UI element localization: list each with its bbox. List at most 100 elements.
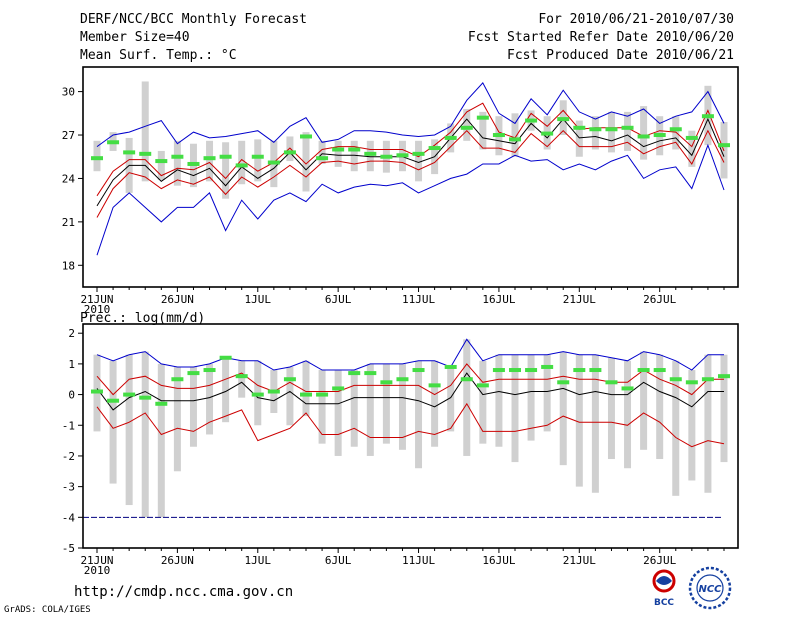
temp-climatology-marker bbox=[380, 154, 393, 159]
prec-ytick-label: 0 bbox=[68, 389, 75, 402]
prec-spread-bar bbox=[431, 360, 439, 447]
prec-xtick-label: 21JUN bbox=[80, 554, 113, 567]
temp-climatology-marker bbox=[541, 131, 554, 136]
temp-climatology-marker bbox=[476, 115, 489, 120]
precip-label: Prec.: log(mm/d) bbox=[80, 311, 206, 326]
forecast-period: For 2010/06/21-2010/07/30 bbox=[538, 12, 734, 27]
prec-spread-bar bbox=[222, 357, 230, 423]
temp-climatology-marker bbox=[187, 161, 200, 166]
temp-climatology-marker bbox=[171, 154, 184, 159]
prec-ytick-label: -2 bbox=[62, 450, 75, 463]
prec-climatology-marker bbox=[460, 377, 473, 382]
prec-climatology-marker bbox=[685, 380, 698, 385]
temp-climatology-marker bbox=[701, 114, 714, 119]
prec-climatology-marker bbox=[91, 389, 103, 394]
prec-climatology-marker bbox=[718, 374, 730, 379]
temp-climatology-marker bbox=[300, 134, 312, 139]
prec-ytick-label: -5 bbox=[62, 542, 75, 555]
temp-year-label: 2010 bbox=[84, 303, 111, 316]
temp-climatology-marker bbox=[235, 163, 248, 168]
temp-climatology-marker bbox=[428, 146, 441, 151]
temp-climatology-marker bbox=[718, 143, 730, 148]
grads-credit: GrADS: COLA/IGES bbox=[4, 605, 91, 615]
prec-climatology-marker bbox=[412, 368, 425, 373]
temp-ytick-label: 30 bbox=[62, 86, 75, 99]
temp-climatology-marker bbox=[621, 125, 634, 130]
prec-climatology-marker bbox=[203, 368, 216, 373]
produced-date: Fcst Produced Date 2010/06/21 bbox=[507, 48, 734, 63]
prec-climatology-marker bbox=[557, 380, 570, 385]
prec-xtick-label: 6JUL bbox=[325, 554, 352, 567]
temp-line-max-upper bbox=[96, 82, 725, 148]
prec-climatology-marker bbox=[107, 398, 120, 403]
temp-climatology-marker bbox=[605, 127, 618, 132]
prec-climatology-marker bbox=[139, 395, 152, 400]
prec-climatology-marker bbox=[187, 371, 200, 376]
temp-xtick-label: 1JUL bbox=[245, 293, 272, 306]
prec-xtick-label: 26JUN bbox=[161, 554, 194, 567]
temp-climatology-marker bbox=[653, 133, 666, 138]
temp-climatology-marker bbox=[91, 156, 103, 161]
variable-label: Mean Surf. Temp.: °C bbox=[80, 48, 237, 63]
temp-climatology-marker bbox=[219, 154, 232, 159]
temp-spread-bar bbox=[350, 140, 358, 172]
temp-line-mean bbox=[96, 117, 725, 207]
temp-spread-bar bbox=[672, 116, 680, 150]
temp-line-spread_lower bbox=[96, 129, 725, 218]
prec-spread-bar bbox=[511, 354, 519, 463]
temp-climatology-marker bbox=[267, 160, 280, 165]
prec-spread-bar bbox=[527, 354, 535, 441]
temp-climatology-marker bbox=[316, 156, 329, 161]
temp-climatology-marker bbox=[460, 125, 473, 130]
prec-spread-bar bbox=[173, 366, 181, 472]
prec-spread-bar bbox=[238, 360, 246, 398]
prec-xtick-label: 21JUL bbox=[563, 554, 596, 567]
temp-climatology-marker bbox=[348, 147, 361, 152]
prec-spread-bar bbox=[463, 339, 471, 456]
prec-xtick-label: 1JUL bbox=[245, 554, 272, 567]
temp-climatology-marker bbox=[637, 134, 650, 139]
temp-climatology-marker bbox=[364, 151, 377, 156]
prec-climatology-marker bbox=[605, 380, 618, 385]
temp-ytick-label: 18 bbox=[62, 259, 75, 272]
prec-spread-bar bbox=[575, 354, 583, 487]
prec-frame bbox=[82, 323, 739, 549]
prec-climatology-marker bbox=[219, 355, 232, 360]
prec-climatology-marker bbox=[171, 377, 184, 382]
temp-spread-bar bbox=[222, 142, 230, 199]
temp-spread-bar bbox=[318, 140, 326, 164]
prec-spread-bar bbox=[206, 363, 214, 435]
prec-climatology-marker bbox=[428, 383, 441, 388]
prec-spread-bar bbox=[479, 360, 487, 444]
ncc-logo: NCC bbox=[686, 566, 734, 610]
temp-spread-bar bbox=[366, 140, 374, 172]
prec-ytick-label: 1 bbox=[68, 358, 75, 371]
temp-climatology-marker bbox=[589, 127, 602, 132]
temp-climatology-marker bbox=[669, 127, 682, 132]
temp-xtick-label: 6JUL bbox=[325, 293, 352, 306]
prec-spread-bar bbox=[720, 354, 728, 463]
prec-spread-bar bbox=[607, 357, 615, 460]
temp-spread-bar bbox=[575, 120, 583, 157]
prec-line-mean bbox=[96, 372, 724, 411]
prec-spread-bar bbox=[624, 360, 632, 469]
prec-climatology-marker bbox=[332, 386, 345, 391]
temp-climatology-marker bbox=[525, 118, 538, 123]
prec-year-label: 2010 bbox=[84, 564, 111, 577]
temp-spread-bar bbox=[302, 132, 310, 192]
source-url[interactable]: http://cmdp.ncc.cma.gov.cn bbox=[74, 584, 294, 600]
prec-climatology-marker bbox=[300, 392, 312, 397]
prec-ytick-label: -1 bbox=[62, 419, 75, 432]
temp-climatology-marker bbox=[685, 135, 698, 140]
prec-climatology-marker bbox=[669, 377, 682, 382]
prec-climatology-marker bbox=[541, 364, 554, 369]
prec-spread-bar bbox=[157, 363, 165, 518]
temp-xtick-label: 21JUL bbox=[563, 293, 596, 306]
temp-xtick-label: 26JUN bbox=[161, 293, 194, 306]
prec-line-lower bbox=[96, 402, 725, 448]
prec-climatology-marker bbox=[637, 368, 650, 373]
prec-spread-bar bbox=[350, 370, 358, 447]
temp-spread-bar bbox=[157, 150, 165, 180]
temp-climatology-marker bbox=[396, 153, 409, 158]
